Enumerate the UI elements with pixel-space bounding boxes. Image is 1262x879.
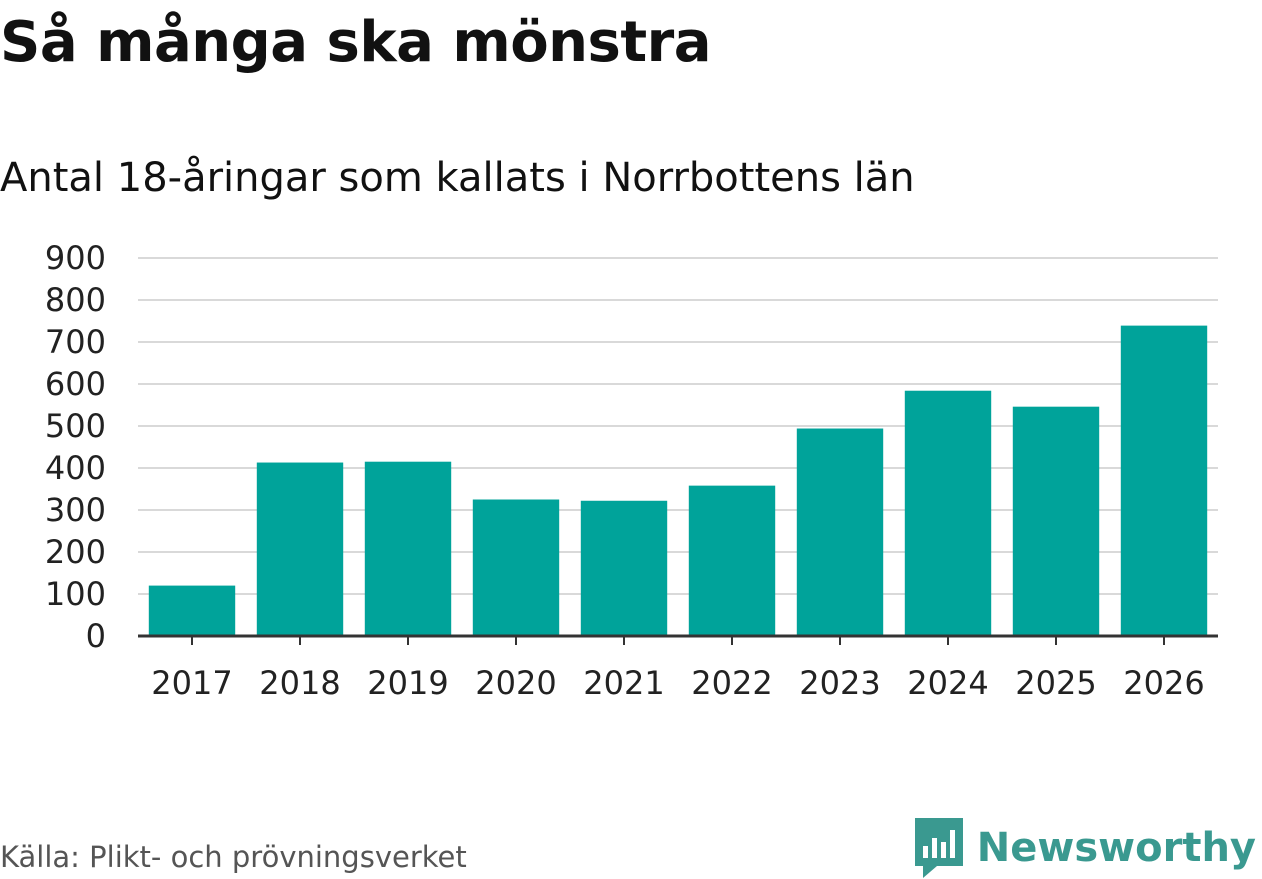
x-tick-label: 2026 — [1123, 664, 1204, 702]
y-tick-label: 200 — [45, 533, 106, 571]
y-tick-label: 300 — [45, 491, 106, 529]
x-tick-label: 2020 — [475, 664, 556, 702]
source-note: Källa: Plikt- och prövningsverket — [0, 840, 467, 874]
bar — [580, 500, 668, 636]
y-tick-label: 500 — [45, 407, 106, 445]
x-tick-label: 2023 — [799, 664, 880, 702]
bar-chart-speech-bubble-icon — [914, 818, 963, 878]
newsworthy-logo: Newsworthy — [914, 818, 1256, 878]
x-tick-label: 2022 — [691, 664, 772, 702]
y-tick-label: 400 — [45, 449, 106, 487]
chart-subtitle: Antal 18-åringar som kallats i Norrbotte… — [0, 155, 915, 201]
x-tick-label: 2019 — [367, 664, 448, 702]
bar — [364, 461, 452, 636]
bar — [1012, 406, 1100, 636]
bar — [472, 499, 560, 636]
y-tick-label: 700 — [45, 323, 106, 361]
y-tick-label: 0 — [86, 617, 106, 655]
bar — [1120, 325, 1208, 636]
y-tick-label: 900 — [45, 239, 106, 277]
x-tick-label: 2021 — [583, 664, 664, 702]
y-tick-label: 600 — [45, 365, 106, 403]
chart-title: Så många ska mönstra — [0, 10, 712, 75]
bar — [148, 585, 236, 636]
x-tick-label: 2018 — [259, 664, 340, 702]
brand-name: Newsworthy — [976, 825, 1256, 871]
y-tick-label: 800 — [45, 281, 106, 319]
bar — [904, 390, 992, 636]
bar — [256, 462, 344, 636]
x-tick-label: 2024 — [907, 664, 988, 702]
x-tick-label: 2025 — [1015, 664, 1096, 702]
y-tick-label: 100 — [45, 575, 106, 613]
bar — [688, 485, 776, 636]
x-tick-label: 2017 — [151, 664, 232, 702]
bar — [796, 428, 884, 636]
